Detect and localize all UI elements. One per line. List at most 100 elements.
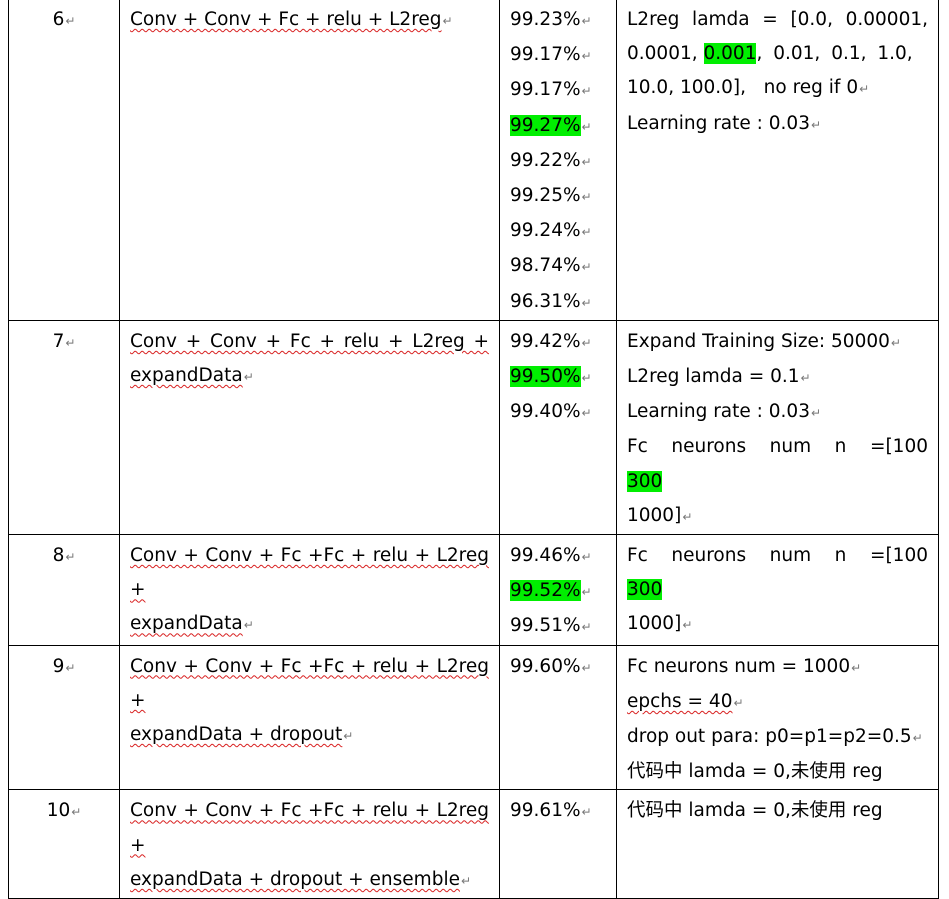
accuracy-value: 99.24%: [510, 220, 581, 242]
accuracy-cell: 99.60%↵: [499, 644, 617, 791]
note-text: epchs = 40: [627, 690, 733, 712]
paragraph-mark-icon: ↵: [810, 406, 822, 421]
model-text: Conv + Conv + Fc +Fc + relu + L2reg +: [130, 800, 489, 856]
note-text: Fc neurons num n =[100: [627, 545, 928, 567]
model-text: Conv + Conv + Fc + relu + L2reg +: [130, 330, 489, 352]
model-cell: Conv + Conv + Fc + relu + L2reg + expand…: [119, 319, 500, 536]
note-line: Fc neurons num = 1000↵: [627, 650, 928, 685]
accuracy-value: 99.51%: [510, 615, 581, 637]
note-line: Fc neurons num n =[100 300: [627, 539, 928, 607]
table-row: 6↵ Conv + Conv + Fc + relu + L2reg↵ 99.2…: [8, 0, 939, 321]
row-number-cell: 6↵: [8, 0, 120, 321]
row-number-cell: 10↵: [8, 789, 120, 899]
model-text: expandData + dropout: [130, 724, 343, 746]
note-line: 1000]↵: [627, 499, 928, 534]
note-line: 代码中 lamda = 0,未使用 reg: [627, 794, 928, 828]
accuracy-value: 99.60%: [510, 655, 581, 677]
accuracy-cell: 99.23%↵ 99.17%↵ 99.17%↵ 99.27%↵ 99.22%↵ …: [499, 0, 617, 321]
paragraph-mark-icon: ↵: [65, 660, 76, 675]
note-text: Fc neurons num = 1000: [627, 655, 851, 677]
note-text: Learning rate : 0.03: [627, 112, 810, 134]
paragraph-mark-icon: ↵: [581, 620, 592, 635]
row-number-cell: 9↵: [8, 644, 120, 791]
paragraph-mark-icon: ↵: [71, 805, 82, 820]
highlighted-lamda: 0.001: [703, 43, 757, 65]
paragraph-mark-icon: ↵: [581, 154, 592, 169]
note-line: Fc neurons num n =[100 300: [627, 430, 928, 498]
note-line: Learning rate : 0.03↵: [627, 395, 928, 430]
paragraph-mark-icon: ↵: [682, 509, 693, 524]
note-line: epchs = 40↵: [627, 685, 928, 720]
paragraph-mark-icon: ↵: [581, 190, 592, 205]
note-text: , 0.01, 0.1, 1.0,: [756, 43, 913, 65]
highlighted-neurons: 300: [627, 470, 663, 492]
accuracy-value: 99.23%: [510, 9, 581, 30]
note-line: 1000]↵: [627, 607, 928, 642]
paragraph-mark-icon: ↵: [581, 295, 592, 310]
note-text: 1000]: [627, 504, 682, 526]
paragraph-mark-icon: ↵: [581, 550, 592, 565]
model-cell: Conv + Conv + Fc +Fc + relu + L2reg + ex…: [119, 789, 500, 899]
notes-cell: Expand Training Size: 50000↵ L2reg lamda…: [616, 319, 939, 536]
note-line: drop out para: p0=p1=p2=0.5↵: [627, 720, 928, 755]
paragraph-mark-icon: ↵: [581, 14, 592, 28]
paragraph-mark-icon: ↵: [810, 117, 822, 132]
paragraph-mark-icon: ↵: [343, 729, 354, 744]
accuracy-value: 99.46%: [510, 545, 581, 567]
accuracy-value-highlighted: 99.50%: [510, 366, 581, 388]
note-line: 代码中 lamda = 0,未使用 reg: [627, 755, 928, 789]
paragraph-mark-icon: ↵: [243, 618, 254, 633]
model-text: expandData + dropout + ensemble: [130, 868, 460, 890]
notes-cell: Fc neurons num = 1000↵ epchs = 40↵ drop …: [616, 644, 939, 791]
accuracy-value: 98.74%: [510, 255, 581, 277]
paragraph-mark-icon: ↵: [800, 371, 811, 386]
accuracy-value-highlighted: 99.52%: [510, 580, 581, 602]
row-number-cell: 7↵: [8, 319, 120, 536]
model-text: expandData: [130, 613, 243, 635]
paragraph-mark-icon: ↵: [682, 618, 693, 633]
row-number: 8: [52, 545, 65, 567]
paragraph-mark-icon: ↵: [65, 335, 76, 350]
row-number: 6: [52, 9, 65, 30]
note-text: 代码中 lamda = 0,未使用 reg: [627, 761, 883, 783]
model-text: expandData: [130, 365, 243, 387]
model-cell: Conv + Conv + Fc + relu + L2reg↵: [119, 0, 500, 321]
note-text: Fc neurons num n =[100: [627, 436, 928, 458]
accuracy-value: 99.25%: [510, 185, 581, 207]
note-line: L2reg lamda = [0.0, 0.00001,: [627, 3, 928, 37]
accuracy-value: 99.40%: [510, 401, 581, 423]
note-line: 0.0001, 0.001, 0.01, 0.1, 1.0,: [627, 37, 928, 71]
row-number: 7: [52, 330, 65, 352]
notes-cell: Fc neurons num n =[100 300 1000]↵: [616, 534, 939, 646]
paragraph-mark-icon: ↵: [581, 660, 592, 675]
table-row: 8↵ Conv + Conv + Fc +Fc + relu + L2reg +…: [8, 534, 939, 646]
accuracy-value: 99.42%: [510, 330, 581, 352]
model-text: Conv + Conv + Fc + relu + L2reg: [130, 9, 442, 30]
model-cell: Conv + Conv + Fc +Fc + relu + L2reg + ex…: [119, 644, 500, 791]
paragraph-mark-icon: ↵: [581, 260, 592, 275]
accuracy-value: 99.17%: [510, 79, 581, 101]
paragraph-mark-icon: ↵: [581, 585, 592, 600]
notes-cell: L2reg lamda = [0.0, 0.00001, 0.0001, 0.0…: [616, 0, 939, 321]
paragraph-mark-icon: ↵: [65, 14, 76, 28]
note-text: drop out para: p0=p1=p2=0.5: [627, 726, 912, 748]
paragraph-mark-icon: ↵: [581, 49, 592, 64]
note-line: Expand Training Size: 50000↵: [627, 325, 928, 360]
paragraph-mark-icon: ↵: [912, 731, 923, 746]
accuracy-cell: 99.61%↵: [499, 789, 617, 899]
accuracy-value: 99.17%: [510, 44, 581, 66]
paragraph-mark-icon: ↵: [581, 119, 592, 134]
paragraph-mark-icon: ↵: [581, 805, 592, 820]
paragraph-mark-icon: ↵: [733, 695, 744, 710]
note-text: 10.0, 100.0], no reg if 0: [627, 77, 859, 99]
accuracy-cell: 99.46%↵ 99.52%↵ 99.51%↵: [499, 534, 617, 646]
row-number-cell: 8↵: [8, 534, 120, 646]
model-text: Conv + Conv + Fc +Fc + relu + L2reg +: [130, 655, 489, 711]
table-row: 7↵ Conv + Conv + Fc + relu + L2reg + exp…: [8, 319, 939, 536]
experiment-table: 6↵ Conv + Conv + Fc + relu + L2reg↵ 99.2…: [8, 0, 939, 899]
accuracy-value: 96.31%: [510, 290, 581, 312]
table-row: 10↵ Conv + Conv + Fc +Fc + relu + L2reg …: [8, 789, 939, 899]
note-text: 0.0001,: [627, 43, 698, 65]
note-text: 1000]: [627, 613, 682, 635]
paragraph-mark-icon: ↵: [581, 406, 592, 421]
